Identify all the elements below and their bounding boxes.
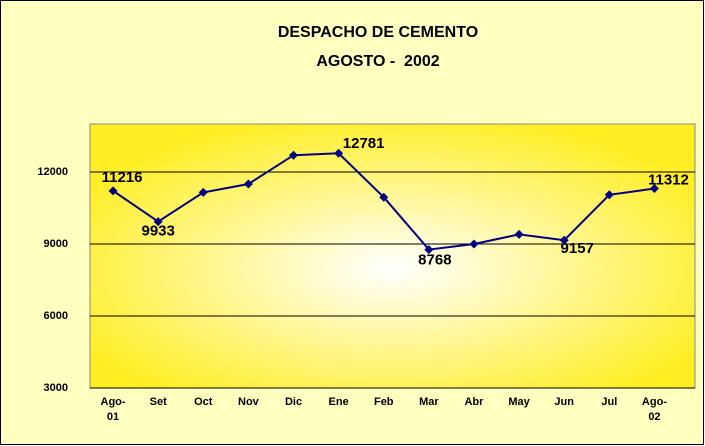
x-tick-label: Jul bbox=[601, 396, 618, 408]
x-tick-label: Ago-02 bbox=[641, 396, 667, 423]
x-tick-label: Nov bbox=[238, 396, 259, 408]
marker bbox=[424, 245, 434, 255]
data-label: 9933 bbox=[141, 223, 174, 240]
x-tick-label: Oct bbox=[194, 396, 213, 408]
x-tick-label: Mar bbox=[419, 396, 439, 408]
x-tick-label: Set bbox=[149, 396, 167, 408]
data-label: 11216 bbox=[102, 169, 143, 186]
marker bbox=[649, 184, 659, 194]
marker bbox=[469, 239, 479, 249]
marker bbox=[604, 190, 614, 200]
marker bbox=[289, 150, 299, 160]
marker bbox=[379, 192, 389, 202]
data-label: 12781 bbox=[343, 135, 385, 152]
chart-subtitle: AGOSTO - 2002 bbox=[316, 53, 439, 70]
x-tick-label: Jun bbox=[554, 396, 574, 408]
marker bbox=[334, 148, 344, 158]
plot-area bbox=[89, 123, 696, 389]
marker bbox=[559, 235, 569, 245]
marker bbox=[108, 186, 118, 196]
marker bbox=[198, 187, 208, 197]
data-label: 11312 bbox=[648, 171, 689, 188]
x-tick-label: Ago-01 bbox=[100, 396, 126, 423]
y-tick-label: 3000 bbox=[44, 382, 68, 394]
x-tick-label: May bbox=[508, 396, 530, 408]
y-tick-label: 12000 bbox=[37, 166, 68, 178]
marker bbox=[514, 229, 524, 239]
y-tick-label: 9000 bbox=[44, 238, 68, 250]
x-tick-label: Ene bbox=[328, 396, 349, 408]
y-tick-label: 6000 bbox=[44, 310, 68, 322]
x-tick-label: Feb bbox=[373, 396, 394, 408]
chart-title: DESPACHO DE CEMENTO bbox=[278, 24, 478, 41]
x-tick-label: Dic bbox=[284, 396, 303, 408]
marker bbox=[243, 179, 253, 189]
marker bbox=[153, 217, 163, 227]
data-label: 9157 bbox=[561, 240, 594, 257]
x-tick-label: Abr bbox=[464, 396, 484, 408]
data-label: 8768 bbox=[418, 252, 451, 269]
